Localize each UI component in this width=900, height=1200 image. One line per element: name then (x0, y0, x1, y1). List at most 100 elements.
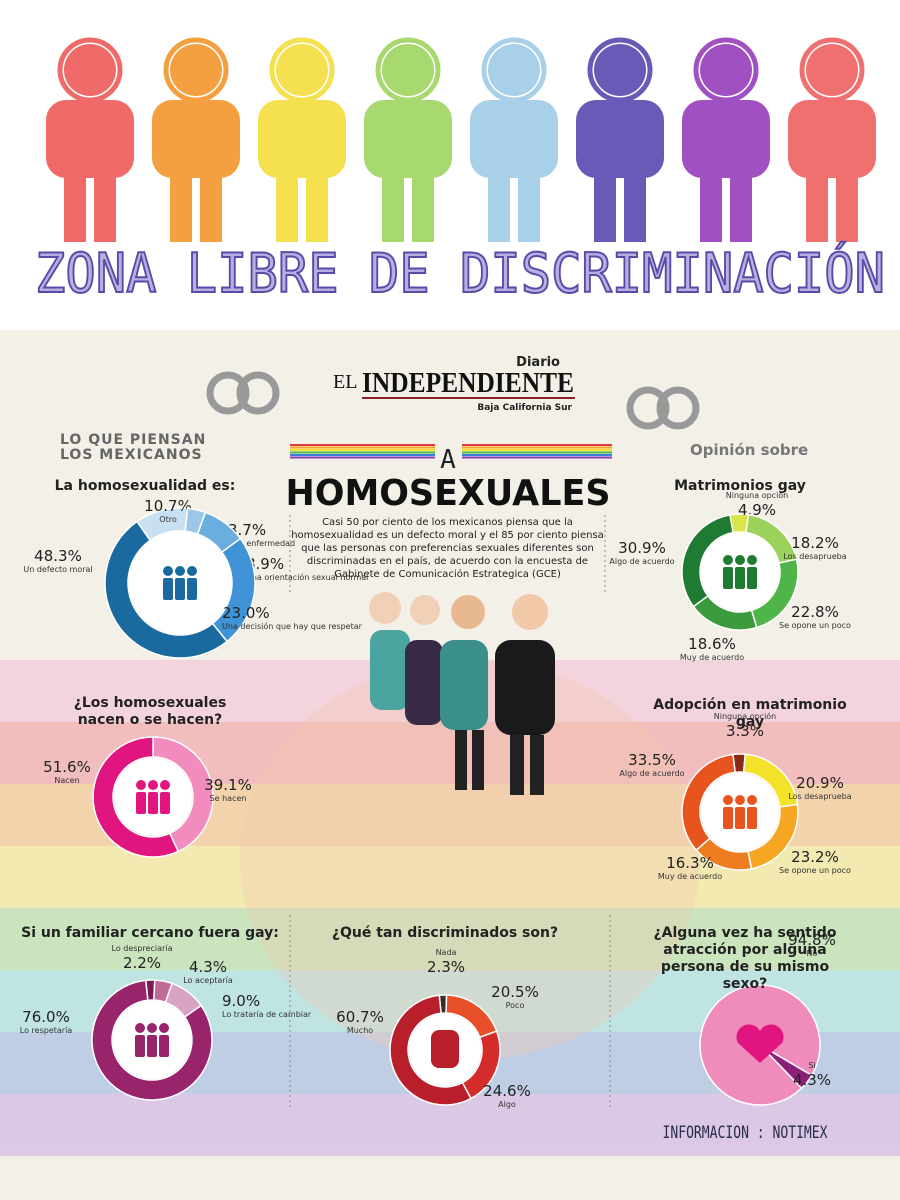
stripe (462, 444, 612, 446)
icon (723, 567, 733, 589)
icon (747, 567, 757, 589)
leg (64, 170, 86, 242)
body (46, 100, 134, 178)
people (46, 37, 876, 242)
head (276, 44, 328, 96)
icon (735, 555, 745, 565)
head (594, 44, 646, 96)
stripe (290, 456, 435, 459)
category-label: Los desaprueba (783, 552, 846, 561)
icon (175, 566, 185, 576)
icon (187, 566, 197, 576)
chart-title: Matrimonios gay (674, 478, 806, 494)
leg (700, 170, 722, 242)
stripe (290, 449, 435, 451)
value-label: 30.9% (618, 539, 666, 557)
leg (276, 170, 298, 242)
category-label: Lo trataría de cambiar (222, 1010, 312, 1019)
stripe (462, 446, 612, 449)
head (64, 44, 116, 96)
donut-segment (152, 736, 214, 853)
category-label: Nada (436, 948, 457, 957)
icon (135, 1035, 145, 1057)
logo-diario: Diario (516, 355, 560, 370)
chart-title: La homosexualidad es: (54, 478, 236, 494)
donut-segment (759, 1044, 813, 1090)
donut-segment (92, 736, 180, 858)
rainbow-lines (290, 444, 612, 459)
body (576, 100, 664, 178)
category-label: Una decisión que hay que respetar (222, 621, 363, 631)
leg (730, 170, 752, 242)
category-label: Los desaprueba (788, 792, 851, 801)
stripe (290, 446, 435, 449)
value-label: 18.6% (688, 635, 736, 653)
category-label: Mucho (347, 1026, 373, 1035)
icon (175, 578, 185, 600)
value-label: 4.3% (793, 1071, 831, 1089)
right-heading: Opinión sobre (690, 441, 809, 459)
icon (159, 1023, 169, 1033)
head (806, 44, 858, 96)
leg (836, 170, 858, 242)
head (382, 44, 434, 96)
icon (723, 795, 733, 805)
category-label: Una orientación sexual normal (246, 572, 368, 582)
icon (735, 567, 745, 589)
icon (747, 807, 757, 829)
gender-symbols (206, 371, 700, 430)
value-label: 23.0% (222, 604, 270, 622)
value-label: 33.5% (628, 751, 676, 769)
icon (723, 807, 733, 829)
value-label: 94.8% (788, 931, 836, 949)
leg (306, 170, 328, 242)
leg (624, 170, 646, 242)
chart-title: ¿Qué tan discriminados son? (331, 925, 559, 941)
category-label: Nacen (54, 776, 79, 785)
leg (200, 170, 222, 242)
head (700, 44, 752, 96)
stripe (462, 451, 612, 454)
value-label: 39.1% (204, 776, 252, 794)
leg (170, 170, 192, 242)
value-label: 8.9% (246, 555, 284, 573)
intro-text: Casi 50 por ciento de los mexicanos pien… (291, 517, 604, 580)
value-label: 9.0% (222, 992, 260, 1010)
category-label: Lo aceptaría (183, 976, 233, 985)
category-label: Muy de acuerdo (680, 653, 744, 662)
stripe (290, 454, 435, 456)
body (682, 100, 770, 178)
value-label: 3.3% (726, 722, 764, 740)
head (170, 44, 222, 96)
category-label: Poco (506, 1001, 525, 1010)
head (488, 44, 540, 96)
icon (148, 792, 158, 814)
icon (187, 578, 197, 600)
icon (136, 780, 146, 790)
value-label: 76.0% (22, 1008, 70, 1026)
value-label: 2.2% (123, 954, 161, 972)
category-label: Algo de acuerdo (609, 557, 674, 566)
donut-segment (104, 520, 229, 659)
donut-segment (681, 514, 734, 608)
value-label: 20.9% (796, 774, 844, 792)
category-label: No (807, 949, 818, 958)
banner-title: ZONA LIBRE DE DISCRIMINACIÓN (35, 242, 885, 305)
icon (160, 780, 170, 790)
kicker: A (440, 445, 456, 475)
icon (163, 578, 173, 600)
stripe (462, 454, 612, 456)
leg (412, 170, 434, 242)
logo-region: Baja California Sur (477, 403, 572, 413)
category-label: Lo despreciaría (112, 944, 173, 953)
value-label: 23.2% (791, 848, 839, 866)
body (364, 100, 452, 178)
category-label: Ninguna opción (726, 490, 789, 500)
chart-title: Adopción en matrimonio gay (653, 697, 847, 730)
category-label: Se opone un poco (779, 621, 851, 630)
fist (240, 660, 700, 1060)
category-label: Lo respetaría (20, 1026, 73, 1035)
category-label: Otro (159, 515, 177, 524)
